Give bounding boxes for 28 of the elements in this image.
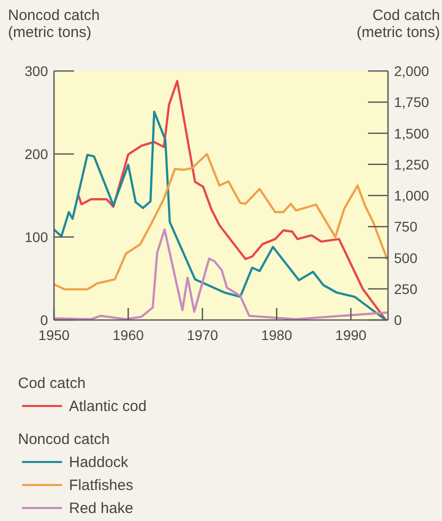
y-tick-label: 200 <box>24 146 48 162</box>
y2-tick-label: 1,000 <box>394 188 430 204</box>
y2-tick-label: 2,000 <box>394 63 430 79</box>
y2-tick-label: 1,250 <box>394 156 430 172</box>
text: Noncod catch <box>18 431 110 448</box>
line-series <box>77 80 387 322</box>
y2-tick-label: 750 <box>394 218 418 235</box>
y-tick-label: 100 <box>24 229 48 245</box>
y2-tick-label: 500 <box>394 250 418 266</box>
legend-label: Red hake <box>69 500 134 517</box>
y2-tick-label: 0 <box>394 312 402 328</box>
text: Cod catch <box>18 375 86 392</box>
x-tick-label: 1980 <box>261 327 292 343</box>
legend-label: Atlantic cod <box>69 398 147 415</box>
y-tick-label: 300 <box>24 63 48 79</box>
y-axis-title: Noncod catch (metric tons) <box>8 7 100 41</box>
y2-tick-label: 250 <box>394 280 418 297</box>
x-tick-label: 1990 <box>335 327 367 343</box>
y2-tick-label: 1,750 <box>394 94 430 110</box>
line-series <box>52 152 388 290</box>
x-tick-label: 1970 <box>186 327 218 343</box>
legend-label: Haddock <box>69 454 129 471</box>
y-tick-label: 0 <box>40 312 48 328</box>
legend-label: Flatfishes <box>69 477 134 494</box>
y2-axis-title: Cod catch (metric tons) <box>356 7 440 41</box>
x-tick-label: 1960 <box>112 327 144 343</box>
x-tick-label: 1950 <box>38 327 70 343</box>
y2-tick-label: 1,500 <box>394 125 430 142</box>
